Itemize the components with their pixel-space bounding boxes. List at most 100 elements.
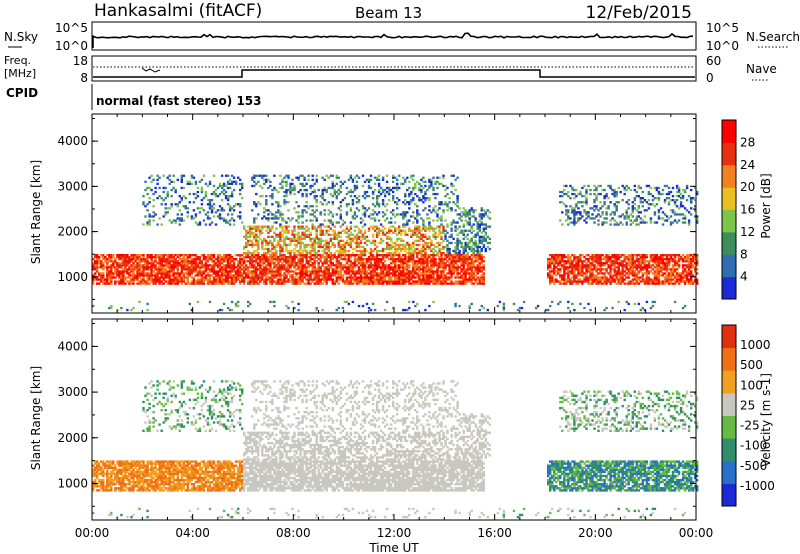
power-cell	[339, 278, 342, 281]
power-cell	[192, 266, 196, 269]
power-cell	[265, 217, 268, 220]
power-cell	[204, 190, 208, 194]
power-cell	[315, 219, 318, 222]
power-cell	[178, 258, 181, 261]
power-cell	[293, 188, 296, 192]
power-cell	[404, 247, 407, 251]
power-cell	[110, 258, 113, 261]
power-cell	[152, 264, 155, 267]
power-cell	[567, 274, 570, 277]
power-cell	[118, 274, 121, 277]
power-cell	[343, 241, 347, 245]
power-cell	[404, 256, 407, 259]
power-cell	[184, 266, 187, 269]
power-cell	[176, 274, 179, 277]
power-cell	[460, 243, 463, 247]
power-cell	[462, 276, 465, 279]
power-cell	[279, 174, 282, 177]
power-cell	[388, 229, 391, 232]
power-cell	[480, 241, 483, 245]
power-cell	[148, 219, 151, 222]
power-cell	[438, 260, 441, 263]
power-cell	[424, 278, 427, 281]
power-cell	[94, 274, 97, 277]
power-cell	[241, 278, 244, 281]
power-cell	[416, 235, 419, 238]
power-cell	[361, 219, 365, 222]
power-cell	[563, 256, 566, 259]
power-cell	[595, 205, 598, 208]
power-cell	[313, 276, 316, 279]
power-cell	[601, 211, 604, 214]
power-cell	[583, 272, 586, 275]
power-cell	[460, 229, 463, 232]
power-cell	[291, 300, 294, 304]
power-cell	[440, 276, 443, 279]
power-cell	[452, 201, 455, 204]
power-cell	[406, 270, 409, 273]
power-cell	[375, 280, 379, 283]
power-cell	[267, 217, 270, 220]
power-cell	[335, 276, 338, 279]
power-cell	[408, 227, 411, 230]
power-cell	[170, 188, 173, 192]
power-cell	[476, 221, 479, 224]
power-cell	[369, 213, 373, 216]
power-cell	[583, 306, 586, 310]
power-cell	[251, 264, 254, 267]
power-cell	[255, 239, 258, 242]
power-cell	[124, 270, 127, 273]
power-cell	[601, 268, 604, 271]
power-cell	[182, 260, 185, 263]
power-cell	[609, 262, 612, 265]
power-cell	[321, 188, 324, 192]
power-cell	[323, 280, 326, 283]
power-cell	[301, 276, 304, 279]
power-cell	[339, 268, 342, 271]
power-cell	[309, 205, 312, 208]
power-cell	[579, 254, 582, 257]
power-cell	[353, 278, 357, 281]
power-cell	[206, 258, 210, 261]
power-cell	[363, 251, 367, 255]
power-cell	[94, 268, 97, 271]
power-cell	[359, 270, 363, 273]
power-cell	[269, 280, 272, 283]
power-cell	[287, 306, 290, 310]
power-cell	[156, 174, 159, 177]
power-cell	[486, 209, 489, 212]
power-cell	[96, 276, 99, 279]
power-cell	[436, 176, 439, 179]
power-cell	[408, 278, 411, 281]
power-cell	[287, 264, 290, 267]
power-cell	[357, 256, 361, 259]
power-cell	[361, 282, 365, 285]
power-cell	[446, 276, 449, 279]
power-cell	[398, 174, 401, 177]
power-cell	[436, 268, 439, 271]
power-cell	[180, 278, 183, 281]
power-cell	[283, 237, 286, 240]
power-cell	[462, 254, 465, 257]
power-cell	[412, 282, 415, 285]
power-cell	[152, 205, 155, 208]
power-cell	[396, 237, 399, 240]
power-cell	[182, 278, 185, 281]
power-cell	[377, 274, 381, 277]
power-cell	[367, 207, 371, 210]
power-cell	[595, 266, 598, 269]
power-cell	[351, 272, 355, 275]
power-cell	[297, 176, 300, 179]
power-cell	[220, 186, 224, 190]
power-cell	[381, 268, 385, 271]
power-cell	[243, 272, 246, 275]
power-cell	[579, 190, 582, 194]
power-cell	[385, 209, 389, 212]
power-cell	[100, 276, 103, 279]
power-cell	[228, 282, 232, 285]
power-cell	[327, 264, 330, 267]
power-cell	[265, 243, 268, 247]
power-cell	[303, 276, 306, 279]
power-cell	[136, 278, 139, 281]
power-cell	[603, 221, 606, 224]
